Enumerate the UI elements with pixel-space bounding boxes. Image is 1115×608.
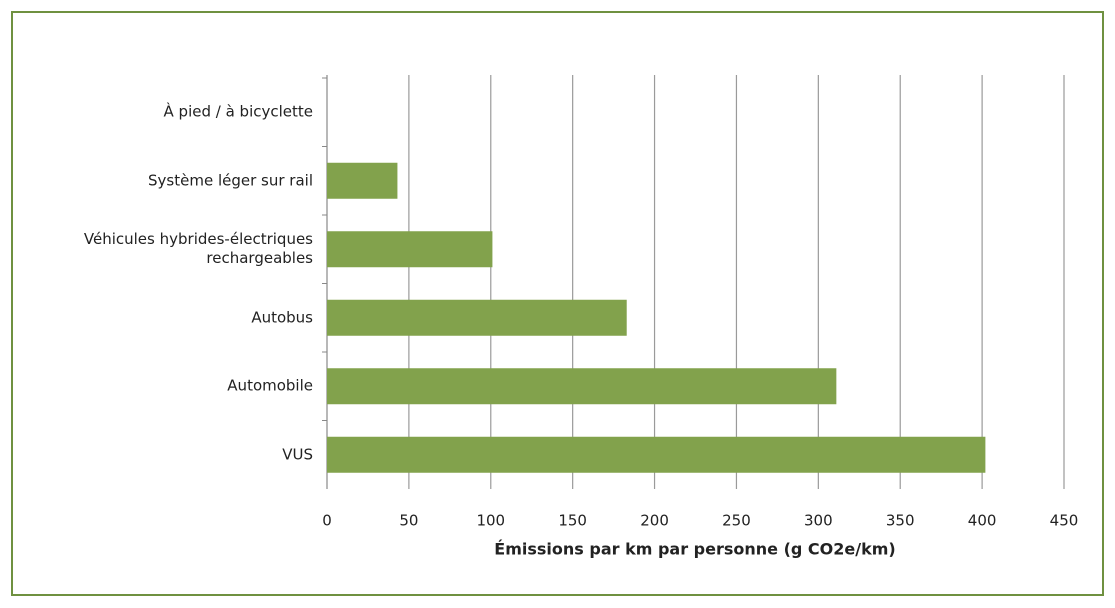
bar bbox=[327, 162, 398, 199]
x-tick-label: 0 bbox=[322, 512, 332, 530]
x-tick-label: 200 bbox=[640, 512, 669, 530]
x-tick-label: 450 bbox=[1050, 512, 1079, 530]
bar bbox=[327, 299, 627, 336]
y-tick-label: VUS bbox=[282, 445, 313, 464]
x-tick-label: 100 bbox=[476, 512, 505, 530]
frame bbox=[11, 11, 1104, 596]
x-axis-title: Émissions par km par personne (g CO2e/km… bbox=[494, 540, 895, 559]
x-tick-label: 250 bbox=[722, 512, 751, 530]
x-tick-label: 400 bbox=[968, 512, 997, 530]
y-tick-label: À pied / à bicyclette bbox=[163, 102, 313, 121]
x-tick-label: 50 bbox=[399, 512, 418, 530]
y-tick-label: Autobus bbox=[251, 308, 313, 327]
y-tick-label: Automobile bbox=[227, 376, 313, 395]
bar bbox=[327, 368, 837, 405]
x-tick-label: 350 bbox=[886, 512, 915, 530]
bar bbox=[327, 436, 986, 473]
x-tick-label: 300 bbox=[804, 512, 833, 530]
bar bbox=[327, 231, 493, 268]
y-tick-label: Système léger sur rail bbox=[148, 171, 313, 190]
x-tick-label: 150 bbox=[558, 512, 587, 530]
y-tick-label: Véhicules hybrides-électriques rechargea… bbox=[83, 230, 313, 268]
